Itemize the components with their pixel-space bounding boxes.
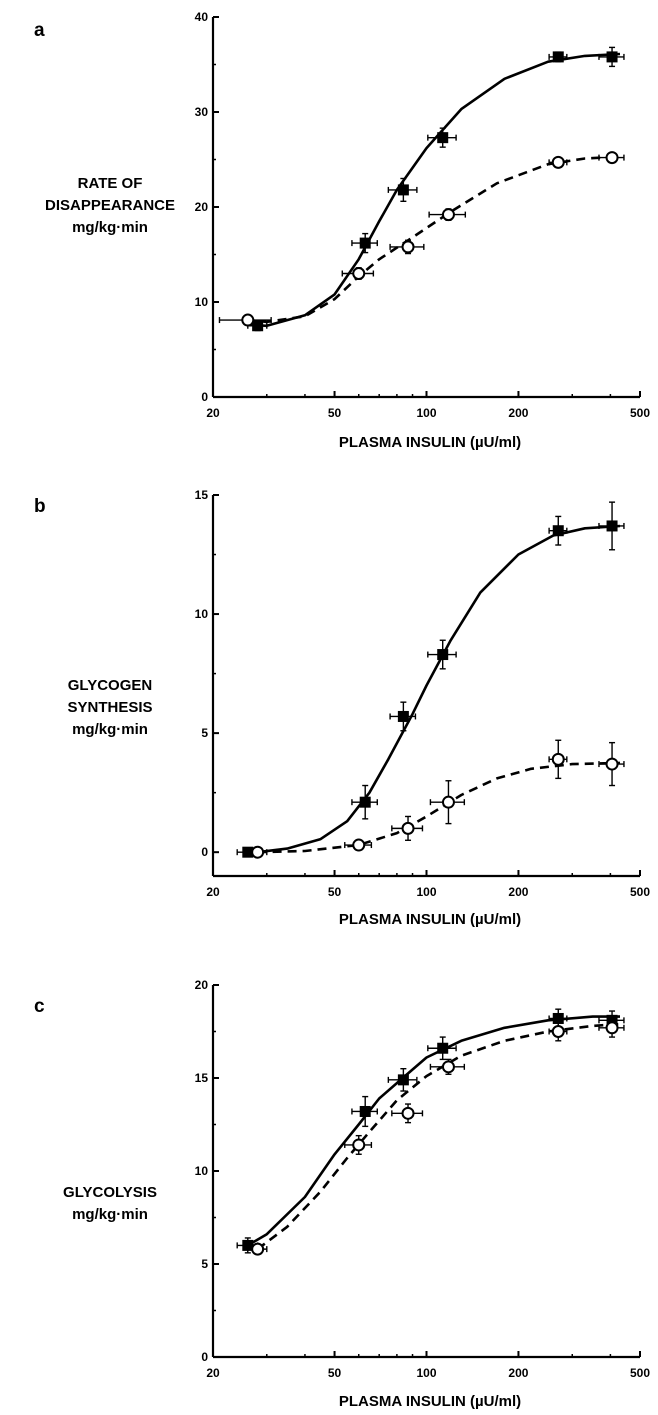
panel-b-series-circles-point bbox=[352, 838, 366, 852]
panel-c-ytick-label: 5 bbox=[201, 1257, 208, 1271]
panel-b-ylabel-line2: SYNTHESIS bbox=[67, 699, 152, 716]
panel-a-series-circles-point bbox=[605, 151, 619, 165]
panel-b-ytick-label: 5 bbox=[201, 726, 208, 740]
panel-c-xtick-label: 200 bbox=[508, 1366, 528, 1380]
panel-c-series-squares-point bbox=[397, 1074, 409, 1086]
panel-a-series-squares-point bbox=[552, 51, 564, 63]
panel-b-ylabel-line1: GLYCOGEN bbox=[68, 677, 152, 694]
panel-a-series-circles-point bbox=[551, 155, 565, 169]
panel-a-ytick-label: 30 bbox=[195, 105, 209, 119]
panel-b-series-circles-point bbox=[551, 752, 565, 766]
panel-c-series-squares-point bbox=[552, 1012, 564, 1024]
panel-b-ylabel-line3: mg/kg·min bbox=[72, 721, 148, 738]
panel-c-xtick-label: 100 bbox=[416, 1366, 436, 1380]
panel-b-ytick-label: 15 bbox=[195, 488, 209, 502]
panel-b-letter: b bbox=[34, 496, 46, 517]
panel-a-ylabel-line1: RATE OF bbox=[78, 175, 143, 192]
panel-c-series-squares-point bbox=[437, 1042, 449, 1054]
panel-c-xtick-label: 20 bbox=[206, 1366, 220, 1380]
panel-a-series-circles-point bbox=[241, 313, 255, 327]
panel-a-series-squares-point bbox=[437, 132, 449, 144]
panel-a-xtick-label: 50 bbox=[328, 406, 342, 420]
panel-c-series-squares-point bbox=[242, 1239, 254, 1251]
panel-b-series-circles-point bbox=[251, 845, 265, 859]
panel-c-series-squares-point bbox=[359, 1105, 371, 1117]
panel-c-ytick-label: 10 bbox=[195, 1164, 209, 1178]
panel-b-series-squares-point bbox=[552, 525, 564, 537]
panel-b-series-circles-point bbox=[401, 821, 415, 835]
panel-a-letter: a bbox=[34, 20, 45, 41]
panel-a-ytick-label: 40 bbox=[195, 10, 209, 24]
panel-a: a RATE OF DISAPPEARANCE mg/kg·min PLASMA… bbox=[34, 20, 521, 451]
panel-c-series-circles-point bbox=[251, 1242, 265, 1256]
panel-b-ytick-label: 10 bbox=[195, 607, 209, 621]
panel-b-xtick-label: 20 bbox=[206, 885, 220, 899]
panel-b-series-circles-point bbox=[605, 757, 619, 771]
panel-a-series-circles-point bbox=[401, 240, 415, 254]
panel-b-xtick-label: 500 bbox=[630, 885, 650, 899]
panel-c-ylabel-line1: GLYCOLYSIS bbox=[63, 1184, 157, 1201]
panel-b-xtick-label: 200 bbox=[508, 885, 528, 899]
panel-c-series-circles-point bbox=[401, 1106, 415, 1120]
panel-a-series-squares-point bbox=[359, 237, 371, 249]
panel-c-xlabel: PLASMA INSULIN (µU/ml) bbox=[339, 1393, 521, 1410]
panel-b-series-squares-point bbox=[437, 649, 449, 661]
panel-b-series-squares-point bbox=[359, 796, 371, 808]
panel-a-ylabel-line3: mg/kg·min bbox=[72, 219, 148, 236]
panel-c-plot: 0 5 10 15 20 20 50 100 200 500 bbox=[195, 978, 651, 1380]
panel-c-ylabel-line2: mg/kg·min bbox=[72, 1206, 148, 1223]
panel-c-xtick-label: 50 bbox=[328, 1366, 342, 1380]
panel-a-series-circles-point bbox=[441, 208, 455, 222]
panel-b-ytick-label: 0 bbox=[201, 845, 208, 859]
panel-b-xtick-label: 100 bbox=[416, 885, 436, 899]
panel-b-series-squares-point bbox=[606, 520, 618, 532]
panel-a-ytick-label: 0 bbox=[201, 390, 208, 404]
panel-b-xtick-label: 50 bbox=[328, 885, 342, 899]
panel-a-xlabel: PLASMA INSULIN (µU/ml) bbox=[339, 434, 521, 451]
panel-a-plot: 0 10 20 30 40 20 50 100 200 500 bbox=[195, 10, 651, 420]
panel-a-ytick-label: 20 bbox=[195, 200, 209, 214]
panel-a-xtick-label: 100 bbox=[416, 406, 436, 420]
panel-b: b GLYCOGEN SYNTHESIS mg/kg·min PLASMA IN… bbox=[34, 496, 521, 928]
panel-a-ylabel-line2: DISAPPEARANCE bbox=[45, 197, 175, 214]
panel-a-series-circles-point bbox=[352, 267, 366, 280]
panel-c-ytick-label: 20 bbox=[195, 978, 209, 992]
panel-c-ytick-label: 0 bbox=[201, 1350, 208, 1364]
panel-a-xtick-label: 20 bbox=[206, 406, 220, 420]
panel-c-letter: c bbox=[34, 996, 45, 1017]
panel-a-ytick-label: 10 bbox=[195, 295, 209, 309]
panel-c-series-circles-point bbox=[441, 1060, 455, 1074]
panel-b-series-circles-point bbox=[441, 795, 455, 809]
panel-b-series-squares-point bbox=[397, 710, 409, 722]
panel-c-ytick-label: 15 bbox=[195, 1071, 209, 1085]
panel-a-xtick-label: 200 bbox=[508, 406, 528, 420]
panel-a-series-squares-point bbox=[397, 184, 409, 196]
panel-c-series-circles-point bbox=[352, 1138, 366, 1152]
panel-c-xtick-label: 500 bbox=[630, 1366, 650, 1380]
panel-c-series-circles-point bbox=[605, 1021, 619, 1035]
panel-a-xtick-label: 500 bbox=[630, 406, 650, 420]
panel-c: c GLYCOLYSIS mg/kg·min PLASMA INSULIN (µ… bbox=[34, 996, 521, 1410]
panel-c-series-circles-point bbox=[551, 1025, 565, 1038]
panel-b-series-squares-curve bbox=[257, 524, 621, 854]
panel-b-xlabel: PLASMA INSULIN (µU/ml) bbox=[339, 911, 521, 928]
panel-a-series-squares-point bbox=[252, 320, 264, 332]
panel-b-plot: 0 5 10 15 20 50 100 200 500 bbox=[195, 488, 651, 899]
panel-a-series-squares-point bbox=[606, 51, 618, 63]
